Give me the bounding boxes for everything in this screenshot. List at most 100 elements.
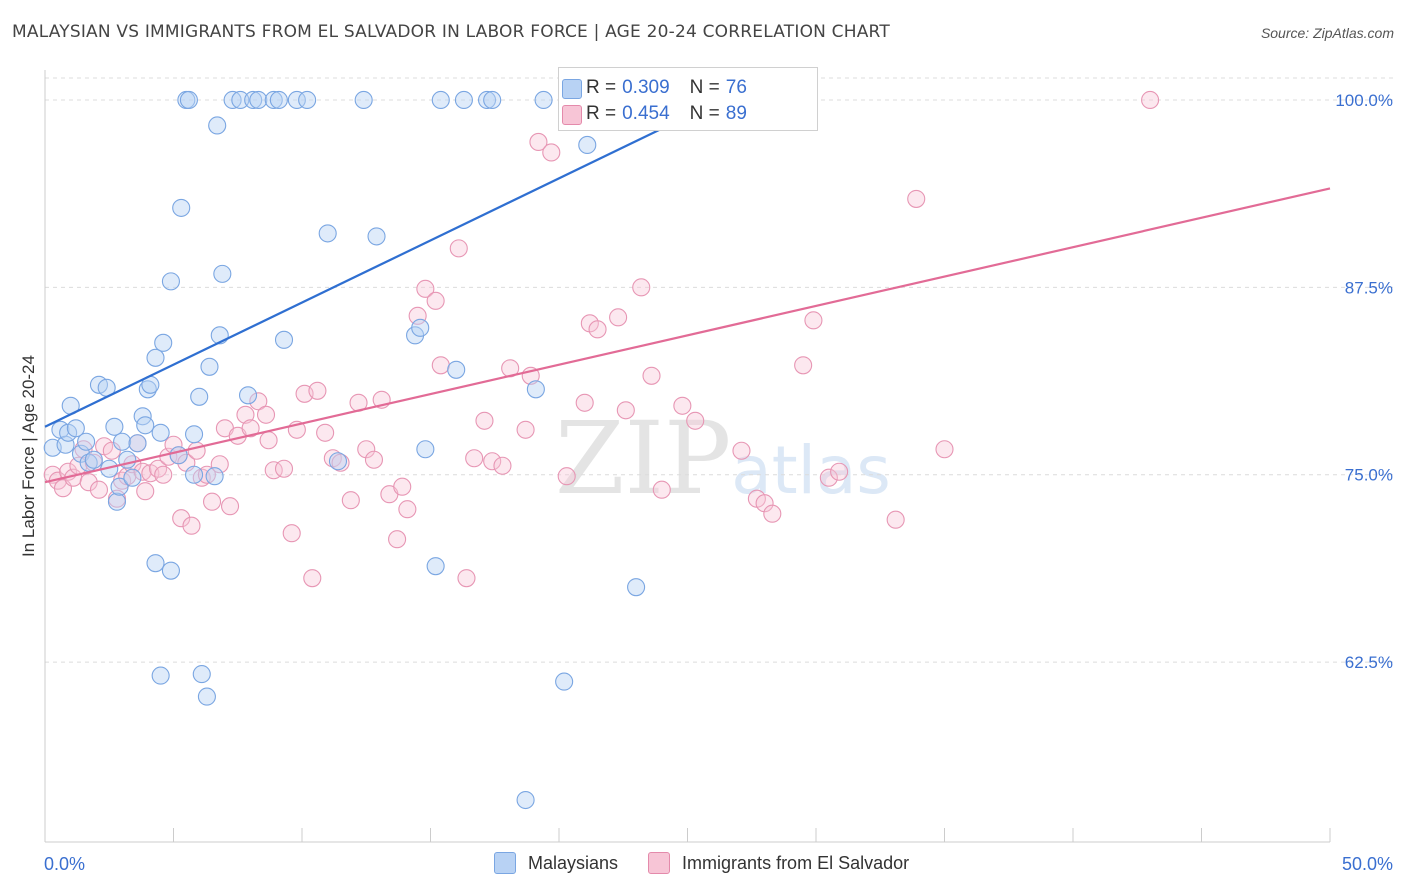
point-el-salvador (465, 449, 484, 468)
point-el-salvador (102, 441, 121, 460)
trendline (44, 187, 1331, 484)
point-el-salvador (408, 306, 427, 325)
legend-n-value: 76 (725, 77, 747, 98)
trendlines (44, 78, 1331, 484)
point-el-salvador (557, 467, 576, 486)
point-malaysian (431, 90, 450, 110)
series-malaysians-points (43, 90, 764, 810)
point-el-salvador (364, 450, 384, 469)
point-el-salvador (316, 423, 335, 442)
point-el-salvador (203, 492, 222, 511)
point-malaysian (172, 198, 191, 217)
point-el-salvador (259, 431, 278, 450)
watermark-atlas: atlas (731, 432, 891, 509)
series-legend-item-el-salvador[interactable]: Immigrants from El Salvador (648, 852, 909, 874)
point-malaysian (318, 224, 337, 243)
point-malaysian (411, 318, 430, 337)
point-malaysian (84, 450, 103, 469)
point-el-salvador (393, 477, 412, 496)
point-el-salvador (529, 132, 548, 152)
point-el-salvador (652, 480, 671, 499)
point-el-salvador (475, 411, 494, 430)
point-malaysian (190, 387, 209, 406)
point-malaysian (213, 264, 232, 283)
point-el-salvador (274, 459, 294, 478)
point-el-salvador (136, 482, 155, 501)
point-malaysian (146, 348, 165, 367)
watermark: ZIPatlas (555, 400, 891, 517)
point-el-salvador (1141, 90, 1160, 110)
legend-row-malaysians: R = 0.309 N = 76 (562, 76, 747, 100)
point-el-salvador (763, 504, 782, 523)
point-el-salvador (416, 279, 435, 298)
point-malaysian (516, 790, 535, 810)
point-el-salvador (357, 440, 376, 459)
y-tick-label: 62.5% (1345, 653, 1393, 672)
point-el-salvador (426, 291, 445, 310)
point-malaysian (555, 672, 574, 691)
point-malaysian (113, 432, 132, 451)
point-malaysian (269, 90, 288, 110)
point-el-salvador (256, 405, 276, 424)
point-malaysian (107, 492, 127, 511)
chart-title: MALAYSIAN VS IMMIGRANTS FROM EL SALVADOR… (12, 22, 890, 42)
legend-r-value: 0.309 (622, 77, 670, 98)
point-el-salvador (282, 524, 301, 543)
point-el-salvador (542, 143, 561, 162)
point-malaysian (454, 90, 473, 110)
point-malaysian (205, 467, 224, 486)
trendline (44, 78, 766, 428)
point-malaysian (223, 90, 242, 110)
point-el-salvador (642, 366, 661, 385)
legend-r-label: R = (586, 77, 617, 98)
y-tick-label: 87.5% (1345, 278, 1393, 297)
point-malaysian (185, 465, 204, 484)
point-el-salvador (588, 320, 607, 339)
point-el-salvador (398, 500, 417, 519)
point-malaysian (66, 419, 85, 438)
point-malaysian (416, 440, 435, 459)
point-el-salvador (388, 530, 407, 549)
point-el-salvador (236, 405, 255, 424)
point-malaysian (128, 434, 147, 453)
legend-swatch-pink (562, 105, 582, 125)
correlation-legend: R = 0.309 N = 76 R = 0.454 N = 89 (558, 67, 818, 131)
point-el-salvador (303, 569, 322, 588)
point-malaysian (161, 272, 180, 291)
point-el-salvador (89, 480, 109, 499)
series-el-salvador-points (43, 90, 1160, 588)
point-malaysian (578, 135, 597, 155)
y-axis-label: In Labor Force | Age 20-24 (19, 355, 38, 557)
point-el-salvador (609, 308, 628, 327)
point-malaysian (151, 423, 170, 442)
x-tick-label: 50.0% (1342, 854, 1393, 874)
point-el-salvador (249, 392, 268, 411)
legend-r-value: 0.454 (622, 103, 670, 124)
point-malaysian (328, 452, 348, 471)
point-el-salvador (457, 569, 476, 588)
point-malaysian (161, 561, 180, 580)
point-malaysian (123, 468, 142, 487)
point-el-salvador (182, 516, 201, 535)
point-el-salvador (935, 440, 954, 459)
point-malaysian (208, 116, 227, 135)
point-el-salvador (149, 459, 168, 478)
series-legend: Malaysians Immigrants from El Salvador (494, 852, 939, 874)
point-malaysian (534, 90, 553, 110)
point-el-salvador (632, 278, 651, 297)
point-el-salvador (154, 465, 173, 484)
y-tick-label: 75.0% (1345, 466, 1393, 485)
watermark-zip: ZIP (555, 400, 732, 517)
series-legend-label: Immigrants from El Salvador (682, 852, 910, 873)
point-el-salvador (755, 494, 774, 513)
point-el-salvador (907, 189, 926, 208)
point-malaysian (154, 333, 173, 352)
series-legend-item-malaysians[interactable]: Malaysians (494, 852, 618, 874)
legend-n-label: N = (689, 103, 720, 124)
point-el-salvador (210, 455, 229, 474)
legend-n-label: N = (689, 77, 720, 98)
point-malaysian (244, 90, 263, 110)
point-malaysian (627, 578, 646, 597)
point-malaysian (185, 425, 204, 444)
